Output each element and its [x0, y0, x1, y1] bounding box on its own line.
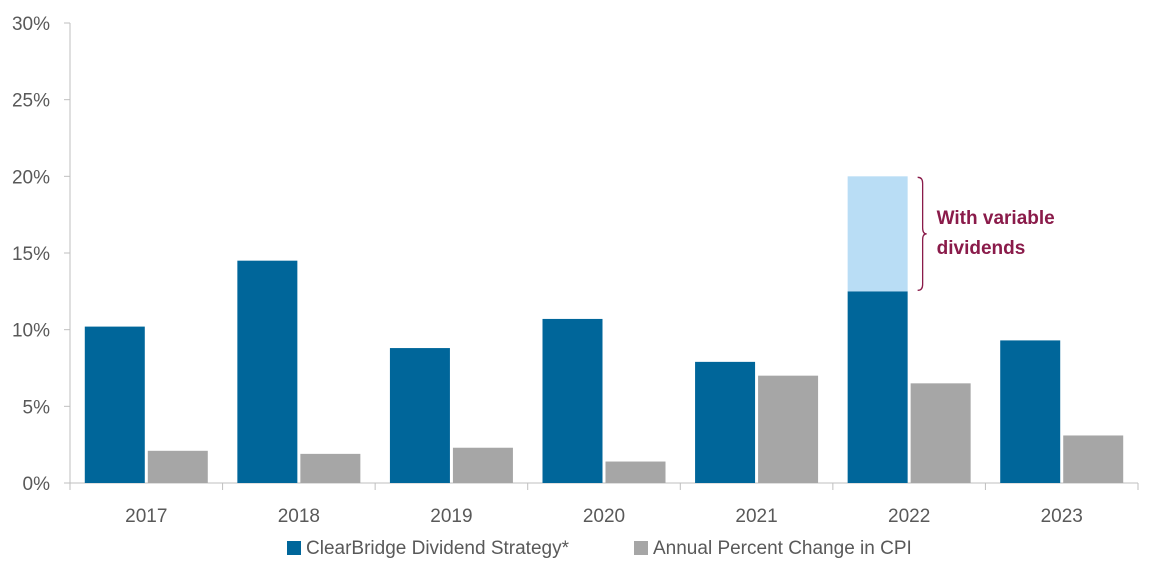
- legend-swatch-dividend-strategy: [287, 541, 301, 555]
- x-tick-label: 2021: [735, 506, 777, 527]
- bar-dividend-strategy: [1000, 340, 1061, 483]
- y-tick-label: 20%: [12, 167, 50, 188]
- axes: 0% 5% 10% 15% 20% 25% 30% 2017 2018 2019 2020 2021 2…: [12, 14, 1139, 527]
- x-tick-label: 2020: [583, 506, 625, 527]
- y-tick-label: 15%: [12, 244, 50, 265]
- legend: ClearBridge Dividend Strategy* Annual Per…: [287, 538, 912, 559]
- bar-cpi-change: [147, 450, 208, 483]
- annotation: With variable dividends: [917, 176, 1055, 291]
- bar-dividend-strategy: [695, 361, 756, 483]
- y-tick-label: 0%: [23, 474, 51, 495]
- x-tick-label: 2017: [125, 506, 167, 527]
- annotation-bracket: [917, 176, 927, 291]
- bar-dividend-strategy: [542, 318, 603, 483]
- bars: [84, 176, 1124, 483]
- bar-dividend-strategy: [389, 348, 450, 483]
- bar-cpi-change: [300, 453, 361, 483]
- bar-cpi-change: [605, 461, 666, 483]
- x-tick-label: 2022: [888, 506, 930, 527]
- bar-cpi-change: [1063, 435, 1124, 483]
- y-tick-label: 30%: [12, 14, 50, 35]
- legend-swatch-cpi-change: [634, 541, 648, 555]
- x-tick-label: 2019: [430, 506, 472, 527]
- legend-label-cpi-change: Annual Percent Change in CPI: [653, 538, 912, 559]
- y-tick-label: 25%: [12, 91, 50, 112]
- annotation-label-line1: With variable: [937, 208, 1055, 229]
- bar-variable-dividends: [847, 176, 908, 292]
- x-tick-label: 2023: [1041, 506, 1083, 527]
- bar-dividend-strategy: [847, 291, 908, 483]
- y-tick-label: 5%: [23, 397, 51, 418]
- bar-dividend-strategy: [237, 260, 298, 483]
- legend-label-dividend-strategy: ClearBridge Dividend Strategy*: [306, 538, 570, 559]
- bar-dividend-strategy: [84, 326, 145, 483]
- annotation-label-line2: dividends: [937, 238, 1026, 259]
- y-tick-label: 10%: [12, 321, 50, 342]
- bar-cpi-change: [452, 447, 513, 483]
- x-tick-label: 2018: [278, 506, 320, 527]
- bar-cpi-change: [910, 383, 971, 483]
- bar-cpi-change: [758, 375, 819, 483]
